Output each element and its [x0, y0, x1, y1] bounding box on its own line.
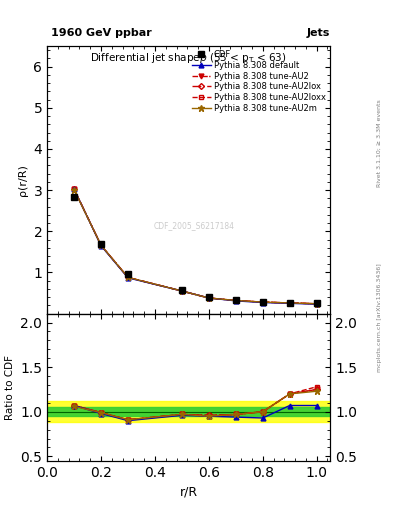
Pythia 8.308 default	[126, 275, 130, 281]
Pythia 8.308 default	[233, 298, 238, 304]
Pythia 8.308 default	[261, 300, 265, 306]
Pythia 8.308 tune-AU2	[126, 274, 130, 281]
Pythia 8.308 tune-AU2loxx	[99, 242, 103, 248]
CDF	[126, 271, 130, 277]
Text: CDF_2005_S6217184: CDF_2005_S6217184	[154, 221, 235, 230]
Line: Pythia 8.308 tune-AU2: Pythia 8.308 tune-AU2	[72, 187, 319, 306]
Pythia 8.308 tune-AU2	[314, 301, 319, 307]
Line: Pythia 8.308 tune-AU2loxx: Pythia 8.308 tune-AU2loxx	[72, 187, 319, 306]
Pythia 8.308 tune-AU2loxx	[233, 297, 238, 304]
Pythia 8.308 tune-AU2	[180, 288, 184, 294]
Pythia 8.308 default	[206, 295, 211, 301]
Pythia 8.308 tune-AU2lox	[180, 288, 184, 294]
Pythia 8.308 tune-AU2m	[126, 274, 130, 281]
Line: Pythia 8.308 tune-AU2lox: Pythia 8.308 tune-AU2lox	[72, 187, 319, 306]
CDF	[72, 194, 77, 200]
Pythia 8.308 tune-AU2m	[261, 299, 265, 305]
Pythia 8.308 tune-AU2loxx	[261, 299, 265, 305]
Pythia 8.308 tune-AU2loxx	[314, 301, 319, 307]
Pythia 8.308 default	[287, 300, 292, 306]
Pythia 8.308 tune-AU2lox	[261, 299, 265, 305]
CDF	[233, 297, 238, 303]
CDF	[261, 298, 265, 305]
Line: Pythia 8.308 default: Pythia 8.308 default	[72, 187, 319, 307]
Pythia 8.308 tune-AU2lox	[287, 300, 292, 306]
Pythia 8.308 tune-AU2loxx	[206, 295, 211, 301]
Pythia 8.308 tune-AU2m	[233, 297, 238, 304]
Pythia 8.308 tune-AU2lox	[126, 274, 130, 281]
CDF	[287, 300, 292, 306]
Pythia 8.308 tune-AU2	[261, 299, 265, 305]
Text: Jets: Jets	[307, 28, 330, 38]
Pythia 8.308 tune-AU2lox	[206, 295, 211, 301]
Text: Differential jet shape$\rho$ (55 < p$_\mathrm{T}$ < 63): Differential jet shape$\rho$ (55 < p$_\m…	[90, 51, 287, 66]
Pythia 8.308 default	[180, 288, 184, 294]
CDF	[180, 287, 184, 293]
Pythia 8.308 tune-AU2loxx	[287, 300, 292, 306]
Pythia 8.308 tune-AU2loxx	[72, 186, 77, 193]
Pythia 8.308 tune-AU2	[99, 242, 103, 248]
CDF	[99, 242, 103, 248]
Legend: CDF, Pythia 8.308 default, Pythia 8.308 tune-AU2, Pythia 8.308 tune-AU2lox, Pyth: CDF, Pythia 8.308 default, Pythia 8.308 …	[191, 49, 328, 114]
Text: mcplots.cern.ch [arXiv:1306.3436]: mcplots.cern.ch [arXiv:1306.3436]	[377, 263, 382, 372]
Pythia 8.308 tune-AU2m	[287, 300, 292, 306]
CDF	[314, 300, 319, 306]
Pythia 8.308 tune-AU2	[206, 295, 211, 301]
Pythia 8.308 tune-AU2m	[180, 288, 184, 294]
Line: Pythia 8.308 tune-AU2m: Pythia 8.308 tune-AU2m	[71, 186, 320, 307]
Pythia 8.308 tune-AU2m	[206, 295, 211, 301]
Pythia 8.308 tune-AU2lox	[72, 186, 77, 192]
Y-axis label: ρ(r/R): ρ(r/R)	[18, 164, 28, 196]
Pythia 8.308 tune-AU2m	[99, 242, 103, 248]
Pythia 8.308 tune-AU2	[287, 300, 292, 306]
Pythia 8.308 tune-AU2lox	[314, 301, 319, 307]
Pythia 8.308 tune-AU2	[72, 186, 77, 193]
Pythia 8.308 tune-AU2lox	[233, 297, 238, 304]
Pythia 8.308 tune-AU2loxx	[126, 274, 130, 281]
Pythia 8.308 tune-AU2	[233, 297, 238, 304]
Bar	[47, 401, 330, 422]
Pythia 8.308 default	[72, 186, 77, 193]
Text: 1960 GeV ppbar: 1960 GeV ppbar	[51, 28, 152, 38]
Text: Rivet 3.1.10; ≥ 3.3M events: Rivet 3.1.10; ≥ 3.3M events	[377, 99, 382, 187]
Pythia 8.308 tune-AU2lox	[99, 242, 103, 248]
Pythia 8.308 default	[314, 301, 319, 307]
Pythia 8.308 tune-AU2m	[72, 187, 77, 193]
Line: CDF: CDF	[72, 195, 320, 306]
X-axis label: r/R: r/R	[180, 485, 198, 498]
Y-axis label: Ratio to CDF: Ratio to CDF	[5, 355, 15, 420]
CDF	[206, 294, 211, 300]
Pythia 8.308 default	[99, 243, 103, 249]
Pythia 8.308 tune-AU2m	[314, 301, 319, 307]
Bar	[47, 407, 330, 416]
Pythia 8.308 tune-AU2loxx	[180, 288, 184, 294]
